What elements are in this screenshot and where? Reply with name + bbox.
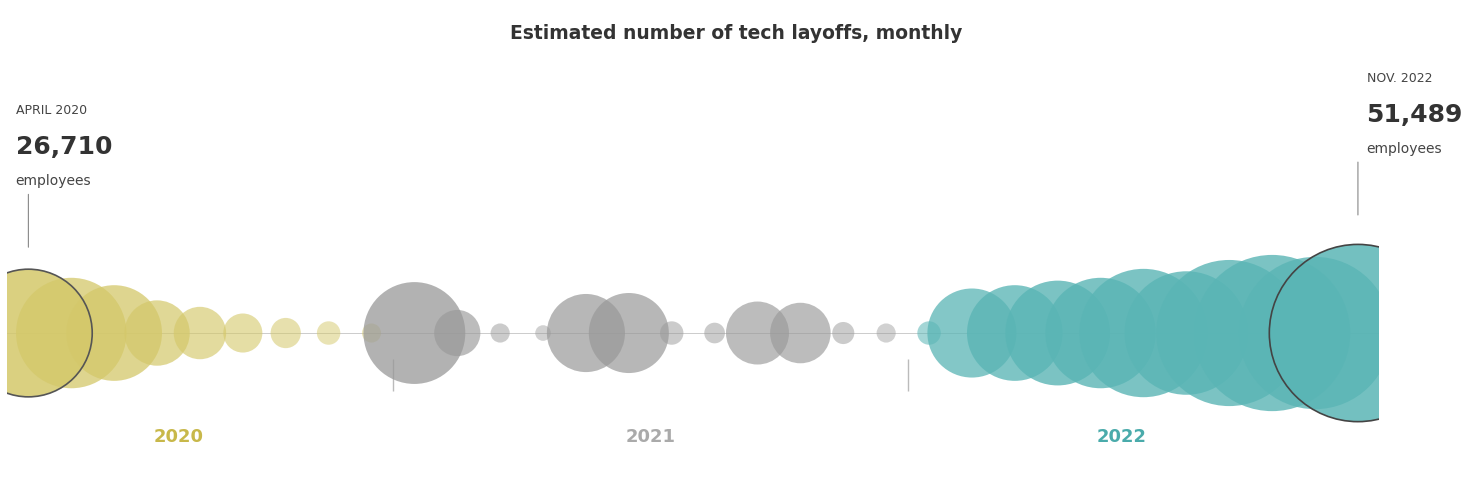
Point <box>188 329 212 337</box>
Point <box>316 329 340 337</box>
Point <box>832 329 855 337</box>
Point <box>659 329 683 337</box>
Point <box>231 329 255 337</box>
Point <box>1089 329 1113 337</box>
Point <box>1260 329 1284 337</box>
Point <box>702 329 726 337</box>
Point <box>1347 329 1370 337</box>
Text: 2020: 2020 <box>153 428 203 446</box>
Text: employees: employees <box>1366 142 1443 156</box>
Point <box>359 329 383 337</box>
Point <box>531 329 555 337</box>
Text: 51,489: 51,489 <box>1366 103 1463 127</box>
Point <box>617 329 640 337</box>
Point <box>574 329 598 337</box>
Point <box>446 329 470 337</box>
Point <box>1217 329 1241 337</box>
Point <box>960 329 983 337</box>
Text: 2021: 2021 <box>626 428 676 446</box>
Text: Estimated number of tech layoffs, monthly: Estimated number of tech layoffs, monthl… <box>509 24 963 43</box>
Point <box>16 329 40 337</box>
Point <box>1132 329 1156 337</box>
Point <box>917 329 941 337</box>
Point <box>874 329 898 337</box>
Point <box>146 329 169 337</box>
Point <box>489 329 512 337</box>
Point <box>1047 329 1070 337</box>
Text: 26,710: 26,710 <box>16 135 112 159</box>
Point <box>403 329 427 337</box>
Point <box>746 329 770 337</box>
Point <box>16 329 40 337</box>
Point <box>59 329 82 337</box>
Point <box>1175 329 1198 337</box>
Text: APRIL 2020: APRIL 2020 <box>16 104 87 117</box>
Point <box>274 329 297 337</box>
Point <box>1303 329 1326 337</box>
Text: 2022: 2022 <box>1097 428 1147 446</box>
Point <box>103 329 127 337</box>
Point <box>789 329 813 337</box>
Text: employees: employees <box>16 174 91 189</box>
Text: NOV. 2022: NOV. 2022 <box>1366 72 1432 85</box>
Point <box>1347 329 1370 337</box>
Point <box>1002 329 1026 337</box>
